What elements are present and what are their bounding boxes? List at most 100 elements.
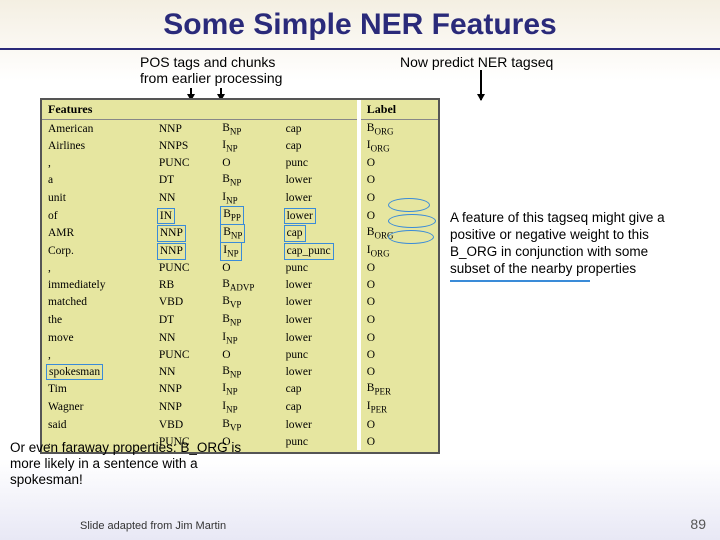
table-cell: lower <box>280 207 359 225</box>
table-cell: lower <box>280 294 359 312</box>
table-row: ofINBPPlowerO <box>42 207 438 225</box>
table-cell: NNP <box>153 243 216 261</box>
table-row: ,PUNCOpuncO <box>42 156 438 172</box>
table-cell: AMR <box>42 225 153 243</box>
footer-attribution: Slide adapted from Jim Martin <box>80 520 226 532</box>
table-cell: BADVP <box>216 276 279 294</box>
table-cell: O <box>359 294 438 312</box>
table-cell: BVP <box>216 417 279 435</box>
table-cell: cap <box>280 225 359 243</box>
table-cell: Tim <box>42 381 153 399</box>
table-cell: BNP <box>216 312 279 330</box>
table-header <box>153 100 216 120</box>
table-row: immediatelyRBBADVPlowerO <box>42 276 438 294</box>
table-cell: Corp. <box>42 243 153 261</box>
annotation-predict: Now predict NER tagseq <box>400 54 553 70</box>
table-cell: INP <box>216 399 279 417</box>
table-cell: DT <box>153 171 216 189</box>
table-cell: O <box>359 207 438 225</box>
table-cell: unit <box>42 189 153 207</box>
table-cell: lower <box>280 363 359 381</box>
table-cell: cap <box>280 399 359 417</box>
table-cell: VBD <box>153 294 216 312</box>
table-cell: American <box>42 120 153 138</box>
table-cell: INP <box>216 138 279 156</box>
table-cell: O <box>359 260 438 276</box>
table-cell: BPER <box>359 381 438 399</box>
table-cell: O <box>359 434 438 450</box>
table-cell: RB <box>153 276 216 294</box>
table-cell: NNP <box>153 225 216 243</box>
table-row: ,PUNCOpuncO <box>42 260 438 276</box>
table-cell: lower <box>280 417 359 435</box>
table-cell: BORG <box>359 120 438 138</box>
table-cell: IORG <box>359 243 438 261</box>
table-row: matchedVBDBVPlowerO <box>42 294 438 312</box>
table-cell: punc <box>280 156 359 172</box>
table-cell: lower <box>280 330 359 348</box>
table-cell: lower <box>280 312 359 330</box>
table-cell: INP <box>216 330 279 348</box>
table-cell: BNP <box>216 120 279 138</box>
table-row: saidVBDBVPlowerO <box>42 417 438 435</box>
table-cell: PUNC <box>153 156 216 172</box>
table-cell: Wagner <box>42 399 153 417</box>
table-row: ,PUNCOpuncO <box>42 347 438 363</box>
table-cell: , <box>42 156 153 172</box>
callout-faraway: Or even faraway properties: B_ORG is mor… <box>10 440 270 489</box>
table-cell: a <box>42 171 153 189</box>
table-cell: matched <box>42 294 153 312</box>
feature-table: FeaturesLabel AmericanNNPBNPcapBORGAirli… <box>42 100 438 450</box>
feature-table-container: FeaturesLabel AmericanNNPBNPcapBORGAirli… <box>40 98 440 454</box>
table-row: AMRNNPBNPcapBORG <box>42 225 438 243</box>
annotation-pos-l1: POS tags and chunks <box>140 54 275 70</box>
table-cell: punc <box>280 347 359 363</box>
table-cell: cap <box>280 381 359 399</box>
underline-icon <box>450 280 590 282</box>
table-cell: O <box>359 171 438 189</box>
table-header: Label <box>359 100 438 120</box>
table-row: AirlinesNNPSINPcapIORG <box>42 138 438 156</box>
table-cell: NNPS <box>153 138 216 156</box>
table-cell: BNP <box>216 225 279 243</box>
table-cell: said <box>42 417 153 435</box>
table-cell: INP <box>216 243 279 261</box>
table-header: Features <box>42 100 153 120</box>
table-cell: punc <box>280 260 359 276</box>
annotation-pos-l2: from earlier processing <box>140 70 282 86</box>
table-row: Corp.NNPINPcap_puncIORG <box>42 243 438 261</box>
table-row: spokesmanNNBNPlowerO <box>42 363 438 381</box>
table-cell: BNP <box>216 171 279 189</box>
arrow-icon <box>480 70 482 100</box>
table-cell: , <box>42 347 153 363</box>
table-cell: O <box>359 276 438 294</box>
table-cell: lower <box>280 189 359 207</box>
table-cell: BNP <box>216 363 279 381</box>
table-cell: O <box>359 156 438 172</box>
table-cell: O <box>359 312 438 330</box>
table-cell: BPP <box>216 207 279 225</box>
table-cell: O <box>216 260 279 276</box>
table-cell: NNP <box>153 399 216 417</box>
table-header <box>216 100 279 120</box>
table-row: moveNNINPlowerO <box>42 330 438 348</box>
table-cell: O <box>216 156 279 172</box>
table-cell: INP <box>216 189 279 207</box>
table-cell: PUNC <box>153 347 216 363</box>
table-cell: cap_punc <box>280 243 359 261</box>
slide-title: Some Simple NER Features <box>0 0 720 50</box>
table-cell: O <box>216 347 279 363</box>
table-cell: NN <box>153 189 216 207</box>
table-cell: Airlines <box>42 138 153 156</box>
table-cell: VBD <box>153 417 216 435</box>
table-cell: O <box>359 330 438 348</box>
table-cell: IN <box>153 207 216 225</box>
table-cell: DT <box>153 312 216 330</box>
table-cell: punc <box>280 434 359 450</box>
annotation-pos-chunks: POS tags and chunks from earlier process… <box>140 54 282 86</box>
table-header <box>280 100 359 120</box>
table-cell: lower <box>280 171 359 189</box>
table-cell: IPER <box>359 399 438 417</box>
table-cell: NNP <box>153 381 216 399</box>
table-row: WagnerNNPINPcapIPER <box>42 399 438 417</box>
